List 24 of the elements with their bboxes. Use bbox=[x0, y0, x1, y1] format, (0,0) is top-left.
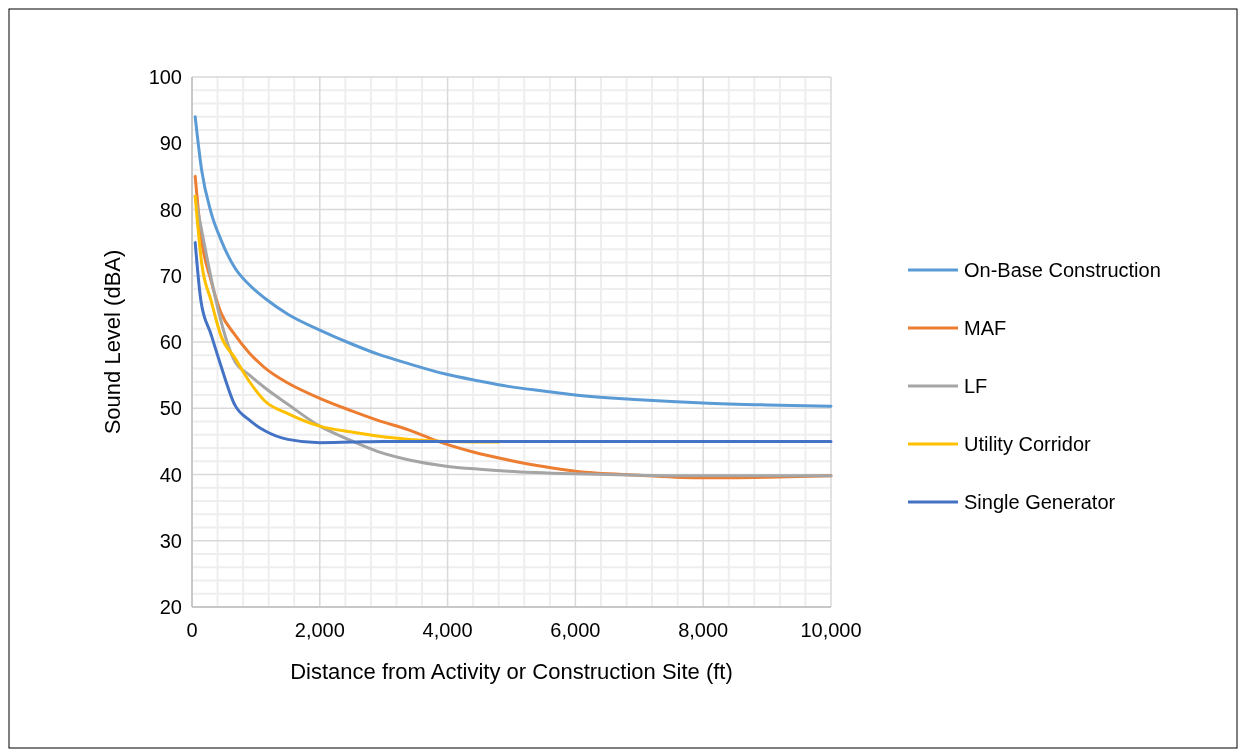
y-tick-label: 30 bbox=[159, 529, 182, 552]
y-tick-label: 70 bbox=[159, 264, 182, 287]
x-tick-label: 8,000 bbox=[678, 619, 729, 641]
x-tick-label: 10,000 bbox=[800, 619, 862, 641]
y-tick-label: 40 bbox=[159, 463, 182, 486]
legend-label: LF bbox=[964, 375, 988, 397]
line-series bbox=[193, 115, 833, 408]
y-tick-label: 60 bbox=[159, 331, 182, 353]
x-tick-label: 6,000 bbox=[550, 619, 601, 641]
y-tick-label: 90 bbox=[159, 132, 182, 155]
y-tick-label: 20 bbox=[159, 596, 182, 618]
x-tick-label: 0 bbox=[186, 619, 198, 641]
x-tick-label: 4,000 bbox=[422, 619, 473, 641]
y-tick-label: 80 bbox=[159, 198, 182, 221]
x-axis-title: Distance from Activity or Construction Site (ft) bbox=[290, 659, 733, 684]
y-tick-label: 50 bbox=[159, 397, 182, 420]
line-series bbox=[193, 241, 833, 445]
legend-label: MAF bbox=[964, 317, 1007, 339]
legend-label: Single Generator bbox=[964, 491, 1116, 513]
y-tick-label: 100 bbox=[148, 66, 182, 88]
x-tick-label: 2,000 bbox=[294, 619, 345, 641]
y-axis-title: Sound Level (dBA) bbox=[100, 249, 125, 435]
legend-label: Utility Corridor bbox=[964, 433, 1092, 455]
legend-label: On-Base Construction bbox=[964, 259, 1161, 281]
